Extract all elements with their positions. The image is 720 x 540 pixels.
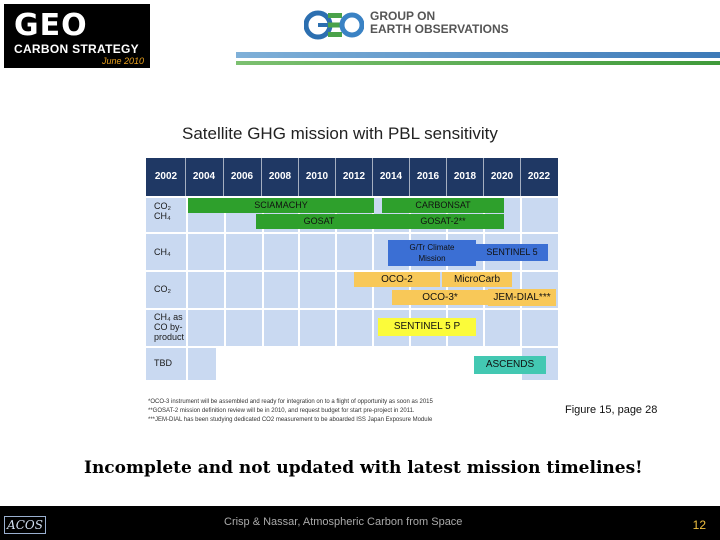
row-label: CO₂	[146, 272, 186, 308]
row-tbd: TBD ASCENDS	[146, 348, 558, 380]
geo-logo-subtitle: CARBON STRATEGY	[14, 42, 139, 56]
mission-bar-sentinel-5: SENTINEL 5	[476, 244, 548, 261]
row-co2-ch4: CO₂ CH₄ SCIAMACHY GOSAT CARBONSAT GOSAT-…	[146, 198, 558, 232]
geo-logo-date: June 2010	[101, 56, 144, 66]
grid-cell	[264, 234, 298, 270]
grid-cell	[522, 198, 558, 232]
grid-cell	[226, 272, 262, 308]
grid-cell	[300, 234, 335, 270]
year-header-cell: 2016	[416, 171, 440, 182]
footer-bar: ACOS Crisp & Nassar, Atmospheric Carbon …	[0, 510, 720, 540]
grid-cell	[264, 310, 298, 346]
year-header-cell: 2002	[154, 171, 178, 182]
header-separator	[483, 158, 484, 196]
figure-caption: Figure 15, page 28	[565, 404, 658, 416]
figure-title: Satellite GHG mission with PBL sensitivi…	[182, 124, 498, 143]
geo-org-logo-icon	[304, 10, 364, 40]
year-header-cell: 2022	[527, 171, 551, 182]
header-separator	[372, 158, 373, 196]
mission-timeline-table: 2002 2004 2006 2008 2010 2012 2014 2016 …	[146, 158, 558, 380]
grid-cell	[264, 272, 298, 308]
grid-cell	[188, 234, 224, 270]
geo-logo-title: GEO	[14, 8, 88, 43]
footer-credit: Crisp & Nassar, Atmospheric Carbon from …	[224, 516, 463, 528]
geo-carbon-strategy-logo: GEO CARBON STRATEGY June 2010	[4, 4, 150, 68]
year-header-cell: 2012	[342, 171, 366, 182]
row-co2: CO₂ OCO-2 MicroCarb OCO-3* JEM-DIAL***	[146, 272, 558, 308]
year-header-cell: 2018	[453, 171, 477, 182]
header-divider-blue	[236, 52, 720, 58]
header-separator	[520, 158, 521, 196]
row-label: TBD	[146, 348, 186, 380]
mission-bar-sciamachy: SCIAMACHY	[188, 198, 374, 213]
footer-divider	[0, 506, 720, 510]
header-separator	[446, 158, 447, 196]
row-ch4-co-byproduct: CH₄ as CO by- product SENTINEL 5 P	[146, 310, 558, 346]
mission-bar-carbonsat: CARBONSAT	[382, 198, 504, 213]
grid-cell	[300, 310, 335, 346]
mission-bar-gtr-climate: G/Tr Climate Mission	[388, 240, 476, 266]
mission-bar-jem-dial: JEM-DIAL***	[488, 289, 556, 306]
mission-bar-oco-3: OCO-3*	[392, 290, 488, 305]
header-separator	[409, 158, 410, 196]
year-header-cell: 2010	[305, 171, 329, 182]
header-separator	[335, 158, 336, 196]
year-header-cell: 2004	[192, 171, 216, 182]
row-label: CH₄	[146, 234, 186, 270]
year-header-cell: 2006	[230, 171, 254, 182]
mission-bar-sentinel-5p: SENTINEL 5 P	[378, 318, 476, 336]
mission-bar-oco-2: OCO-2	[354, 272, 440, 287]
year-header-cell: 2014	[379, 171, 403, 182]
header-separator	[298, 158, 299, 196]
year-header-row: 2002 2004 2006 2008 2010 2012 2014 2016 …	[146, 158, 558, 196]
mission-bar-gosat-2: GOSAT-2**	[382, 214, 504, 229]
row-ch4: CH₄ G/Tr Climate Mission SENTINEL 5	[146, 234, 558, 270]
grid-cell	[522, 310, 558, 346]
grid-cell	[300, 272, 335, 308]
header-separator	[261, 158, 262, 196]
grid-cell	[337, 234, 372, 270]
mission-bar-microcarb: MicroCarb	[442, 272, 512, 287]
header-divider-green	[236, 61, 720, 65]
grid-cell	[485, 310, 520, 346]
grid-cell	[188, 310, 224, 346]
grid-cell	[188, 348, 216, 380]
org-name: GROUP ON EARTH OBSERVATIONS	[370, 9, 509, 36]
grid-cell	[226, 234, 262, 270]
grid-cell	[337, 310, 372, 346]
acos-logo: ACOS	[4, 516, 46, 534]
row-label: CH₄ as CO by- product	[146, 310, 186, 346]
row-label: CO₂ CH₄	[146, 198, 186, 232]
mission-bar-gosat: GOSAT	[256, 214, 382, 229]
year-header-cell: 2008	[268, 171, 292, 182]
figure-footnotes: *OCO-3 instrument will be assembled and …	[148, 399, 433, 423]
page-number: 12	[692, 518, 706, 532]
mission-bar-ascends: ASCENDS	[474, 356, 546, 374]
header-separator	[223, 158, 224, 196]
slide-comment: Incomplete and not updated with latest m…	[84, 458, 643, 478]
grid-cell	[188, 272, 224, 308]
year-header-cell: 2020	[490, 171, 514, 182]
header-separator	[185, 158, 186, 196]
grid-cell	[226, 310, 262, 346]
